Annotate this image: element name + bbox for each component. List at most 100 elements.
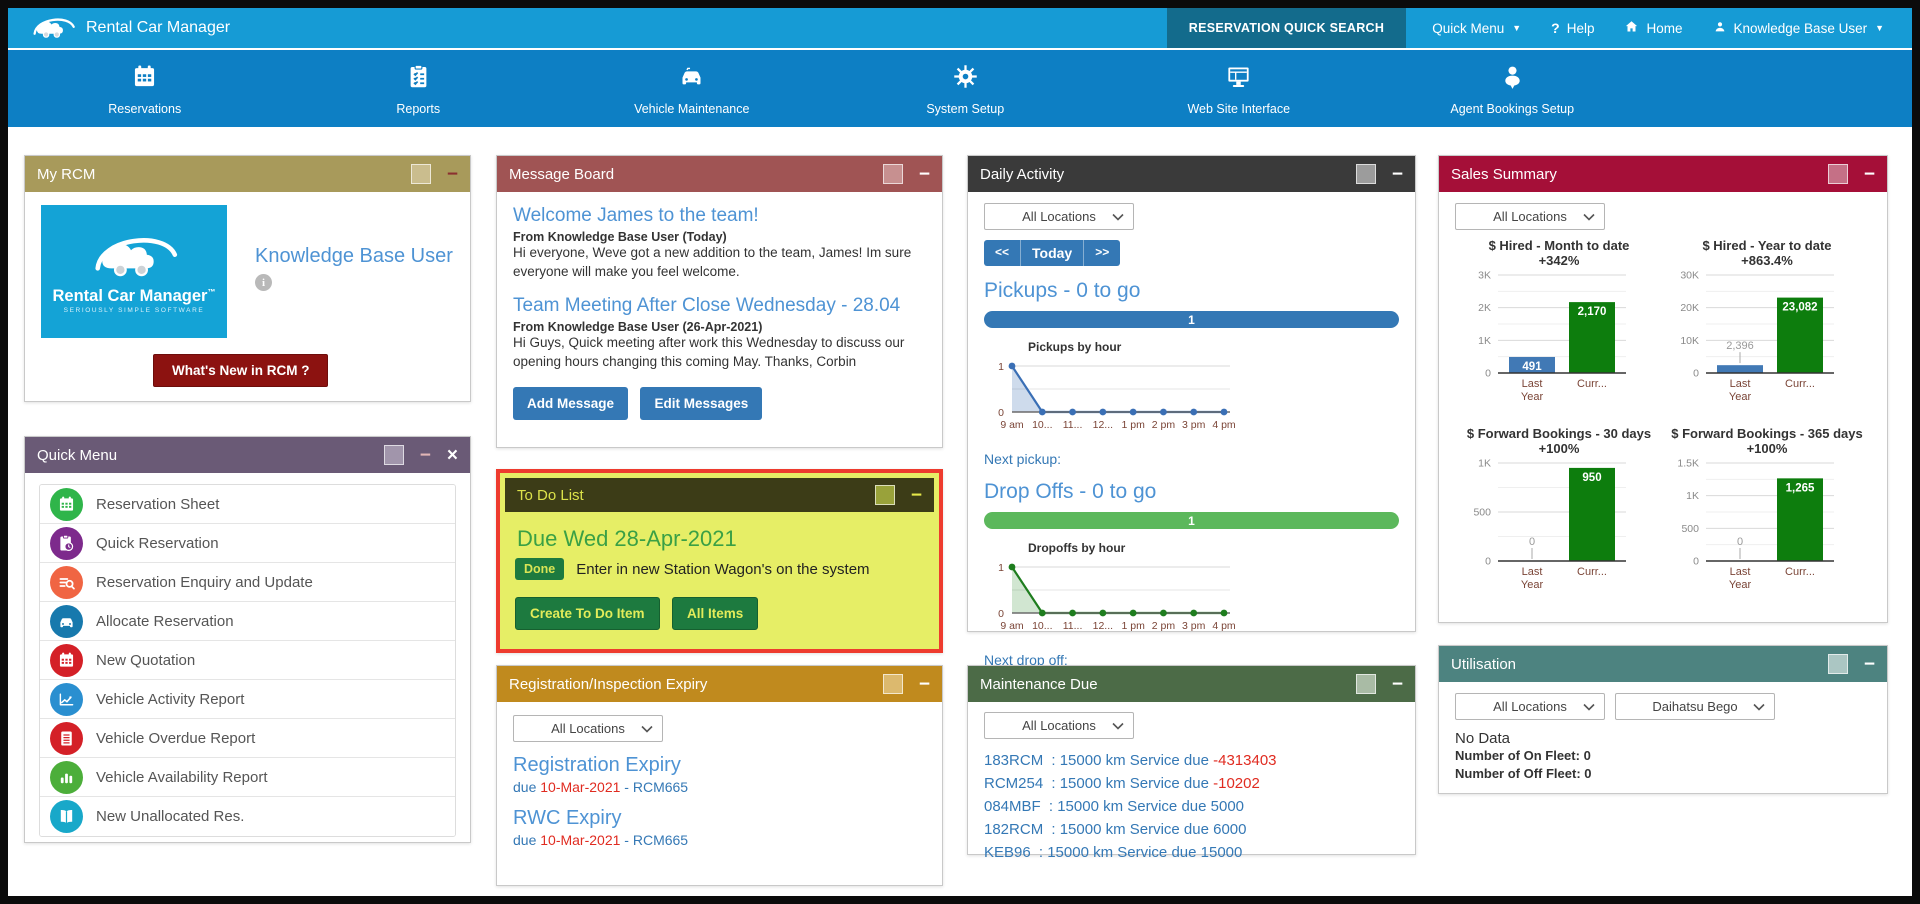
nav-item-vehicle-maintenance[interactable]: Vehicle Maintenance	[555, 50, 829, 127]
quick-menu-item[interactable]: Reservation Enquiry and Update	[40, 563, 455, 602]
service-km-value: 15000	[1200, 844, 1243, 861]
quick-menu-item[interactable]: New Quotation	[40, 641, 455, 680]
top-menu: Quick Menu ▼ ? Help Home Knowledge Base User ▼	[1432, 19, 1884, 37]
nav-item-reports[interactable]: Reports	[282, 50, 556, 127]
panel-title: My RCM	[37, 165, 96, 183]
top-menu-quick-menu[interactable]: Quick Menu ▼	[1432, 21, 1521, 36]
panel-color-button[interactable]	[1355, 164, 1376, 184]
chart-title: $ Forward Bookings - 30 days	[1466, 426, 1652, 441]
dropoffs-by-hour-chart: 1 09 am 10... 11... 12... 1 pm 2 pm 3 pm 4 pm	[998, 562, 1236, 632]
panel-registration-inspection-expiry: Registration/Inspection Expiry − All Loc…	[496, 665, 943, 886]
svg-text:2 pm: 2 pm	[1152, 620, 1176, 632]
svg-text:23,082: 23,082	[1782, 302, 1817, 314]
svg-text:1K: 1K	[1478, 335, 1491, 347]
message-from: From Knowledge Base User (26-Apr-2021)	[513, 319, 763, 334]
vehicle-select[interactable]: Daihatsu Bego	[1615, 693, 1775, 720]
chart-title: Pickups by hour	[1028, 340, 1122, 354]
panel-close-button[interactable]: ×	[446, 444, 458, 466]
panel-collapse-button[interactable]: −	[419, 444, 431, 466]
whats-new-button[interactable]: What's New in RCM ?	[153, 354, 329, 387]
panel-collapse-button[interactable]: −	[1863, 163, 1875, 185]
panel-collapse-button[interactable]: −	[910, 484, 922, 506]
panel-title: Maintenance Due	[980, 675, 1098, 693]
quick-menu-item[interactable]: Vehicle Availability Report	[40, 758, 455, 797]
prev-day-button[interactable]: <<	[995, 245, 1010, 259]
edit-messages-button[interactable]: Edit Messages	[640, 386, 763, 420]
calendar-icon	[50, 487, 83, 521]
svg-text:3 pm: 3 pm	[1182, 620, 1206, 632]
nav-item-web-site-interface[interactable]: Web Site Interface	[1102, 50, 1376, 127]
nav-item-agent-bookings-setup[interactable]: Agent Bookings Setup	[1376, 50, 1650, 127]
service-text: 15000 km Service due	[1057, 798, 1211, 815]
svg-text:2 pm: 2 pm	[1152, 419, 1176, 431]
next-dropoff-label: Next drop off:	[984, 652, 1068, 668]
next-day-button[interactable]: >>	[1095, 245, 1110, 259]
panel-collapse-button[interactable]: −	[1391, 163, 1403, 185]
panel-collapse-button[interactable]: −	[1863, 653, 1875, 675]
svg-text:1 pm: 1 pm	[1121, 620, 1145, 632]
svg-text:Year: Year	[1521, 391, 1544, 403]
maintenance-row: 084MBF : 15000 km Service due 5000	[984, 798, 1245, 815]
info-icon[interactable]: i	[255, 274, 272, 291]
add-message-button[interactable]: Add Message	[513, 386, 629, 420]
top-menu-home[interactable]: Home	[1624, 19, 1683, 37]
panel-color-button[interactable]	[1827, 164, 1848, 184]
calendar-icon	[131, 63, 158, 95]
topbar: Rental Car Manager RESERVATION QUICK SEA…	[8, 8, 1912, 50]
panel-collapse-button[interactable]: −	[918, 673, 930, 695]
chart-title: $ Hired - Month to date	[1488, 238, 1630, 253]
panel-header: My RCM −	[25, 156, 470, 192]
chevron-down-icon	[1583, 213, 1595, 221]
nav-item-label: System Setup	[926, 102, 1005, 116]
location-select[interactable]: All Locations	[1455, 203, 1605, 230]
svg-text:Last: Last	[1522, 378, 1543, 390]
caret-down-icon: ▼	[1875, 23, 1884, 33]
panel-quick-menu: Quick Menu − × Reservation Sheet Quick Res…	[24, 436, 471, 843]
quick-menu-item[interactable]: Vehicle Overdue Report	[40, 719, 455, 758]
panel-color-button[interactable]	[882, 164, 903, 184]
panel-collapse-button[interactable]: −	[918, 163, 930, 185]
panel-sales-summary: Sales Summary − All Locations $ Hired - …	[1438, 155, 1888, 623]
message: Team Meeting After Close Wednesday - 28.…	[513, 295, 926, 372]
panel-daily-activity: Daily Activity − All Locations << Today …	[967, 155, 1416, 668]
quick-menu-item[interactable]: Quick Reservation	[40, 524, 455, 563]
today-button[interactable]: Today	[1020, 240, 1085, 266]
panel-color-button[interactable]	[383, 445, 404, 465]
quick-menu-item[interactable]: New Unallocated Res.	[40, 797, 455, 836]
panel-color-button[interactable]	[1827, 654, 1848, 674]
svg-text:1K: 1K	[1686, 490, 1699, 502]
panel-header: Maintenance Due −	[968, 666, 1415, 702]
expiry-detail: due 10-Mar-2021 - RCM665	[513, 832, 689, 848]
quick-menu-item[interactable]: Reservation Sheet	[40, 485, 455, 524]
nav-item-system-setup[interactable]: System Setup	[829, 50, 1103, 127]
panel-utilisation: Utilisation − All Locations Daihatsu Beg…	[1438, 645, 1888, 794]
svg-text:1K: 1K	[1478, 458, 1491, 470]
maintenance-row: 183RCM : 15000 km Service due -4313403	[984, 752, 1277, 769]
quick-menu-item[interactable]: Allocate Reservation	[40, 602, 455, 641]
svg-text:10K: 10K	[1680, 335, 1699, 347]
panel-color-button[interactable]	[874, 485, 895, 505]
location-select[interactable]: All Locations	[1455, 693, 1605, 720]
brand[interactable]: Rental Car Manager	[30, 13, 230, 43]
svg-text:1: 1	[998, 361, 1004, 373]
nav-item-reservations[interactable]: Reservations	[8, 50, 282, 127]
top-menu-knowledge-base-user[interactable]: Knowledge Base User ▼	[1713, 20, 1884, 37]
reservation-quick-search-button[interactable]: RESERVATION QUICK SEARCH	[1166, 8, 1407, 48]
panel-color-button[interactable]	[410, 164, 431, 184]
panel-collapse-button[interactable]: −	[446, 163, 458, 185]
create-to-do-item-button[interactable]: Create To Do Item	[515, 597, 660, 630]
panel-collapse-button[interactable]: −	[1391, 673, 1403, 695]
quick-menu-item[interactable]: Vehicle Activity Report	[40, 680, 455, 719]
svg-text:2,396: 2,396	[1726, 340, 1754, 352]
top-menu-help[interactable]: ? Help	[1551, 20, 1594, 36]
location-select[interactable]: All Locations	[984, 712, 1134, 739]
location-select[interactable]: All Locations	[513, 715, 663, 742]
all-items-button[interactable]: All Items	[671, 597, 759, 630]
location-select[interactable]: All Locations	[984, 203, 1134, 230]
todo-done-button[interactable]: Done	[515, 558, 565, 580]
panel-color-button[interactable]	[882, 674, 903, 694]
panel-color-button[interactable]	[1355, 674, 1376, 694]
svg-text:Curr...: Curr...	[1785, 378, 1815, 390]
expiry-detail: due 10-Mar-2021 - RCM665	[513, 779, 689, 795]
